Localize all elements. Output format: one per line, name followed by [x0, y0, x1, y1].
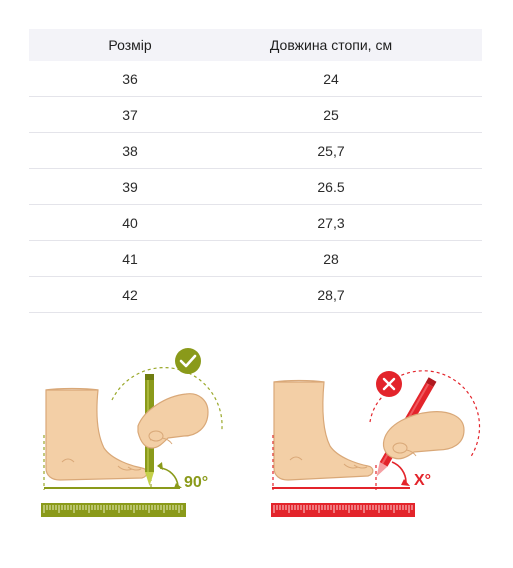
length-cell: 25: [323, 106, 339, 123]
header-foot-length: Довжина стопи, см: [269, 37, 393, 53]
table-row: 38 25,7: [29, 133, 482, 169]
foot-icon: [45, 389, 148, 481]
correct-angle-label: 90°: [184, 474, 208, 491]
table-row: 39 26.5: [29, 169, 482, 205]
table-row: 37 25: [29, 97, 482, 133]
incorrect-angle-label: X°: [414, 472, 431, 489]
correct-ruler: [41, 503, 186, 517]
measurement-illustrations: 90°: [41, 348, 481, 517]
length-cell: 25,7: [317, 142, 345, 159]
size-table: Розмір Довжина стопи, см 36 24 37 25 38 …: [29, 29, 482, 313]
length-cell: 28,7: [317, 286, 345, 303]
incorrect-ruler: [271, 503, 415, 517]
size-cell: 38: [122, 142, 138, 159]
table-header: Розмір Довжина стопи, см: [29, 29, 482, 61]
header-size: Розмір: [108, 37, 152, 53]
incorrect-measurement-illustration: X°: [271, 370, 481, 517]
length-cell: 28: [323, 250, 339, 267]
check-icon: [175, 348, 201, 374]
foot-icon: [273, 381, 374, 481]
size-cell: 39: [122, 178, 138, 195]
table-row: 41 28: [29, 241, 482, 277]
table-row: 40 27,3: [29, 205, 482, 241]
length-cell: 27,3: [317, 214, 345, 231]
size-cell: 37: [122, 106, 138, 123]
correct-measurement-illustration: 90°: [41, 348, 223, 517]
size-cell: 40: [122, 214, 138, 231]
table-row: 36 24: [29, 61, 482, 97]
size-cell: 41: [122, 250, 138, 267]
size-cell: 36: [122, 70, 138, 87]
table-row: 42 28,7: [29, 277, 482, 313]
length-cell: 24: [323, 70, 339, 87]
length-cell: 26.5: [317, 178, 345, 195]
size-cell: 42: [122, 286, 138, 303]
